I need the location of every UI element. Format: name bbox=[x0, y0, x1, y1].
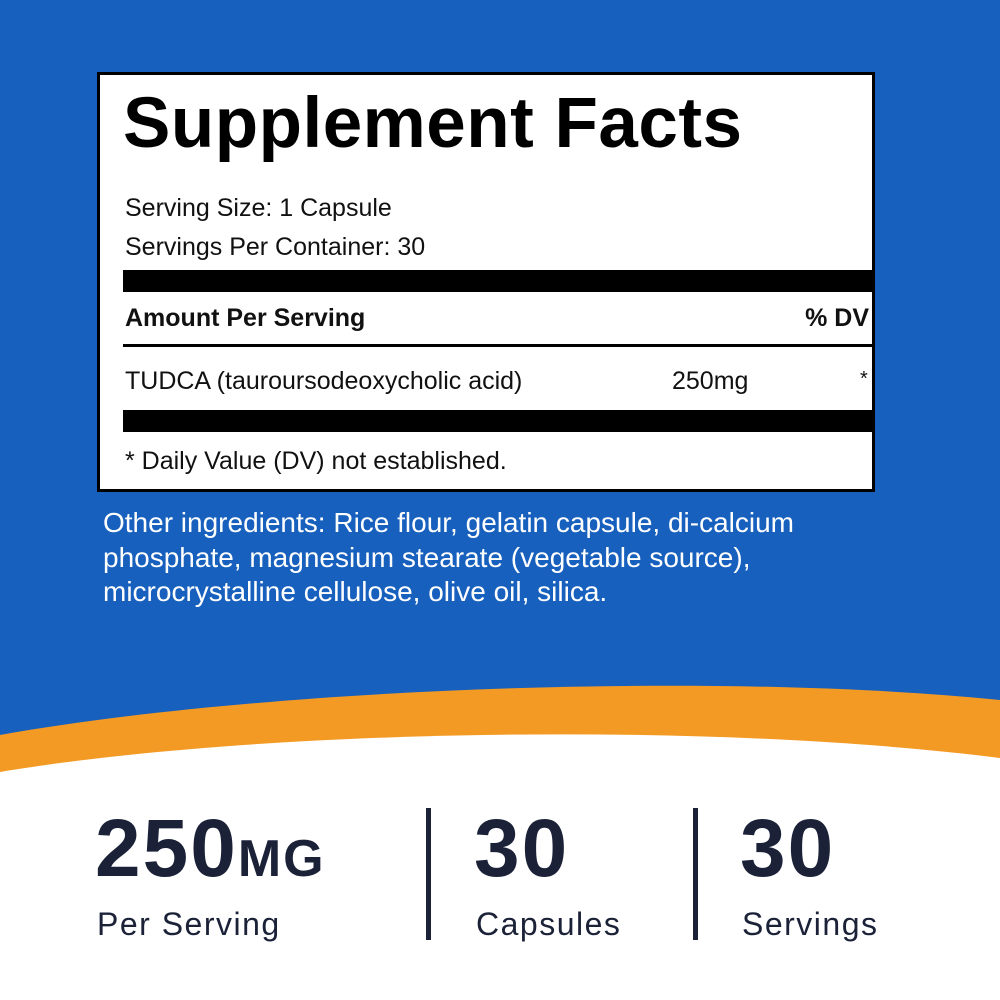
ingredients-line: Other ingredients: Rice flour, gelatin c… bbox=[103, 507, 795, 538]
ingredient-amount: 250mg bbox=[672, 367, 749, 395]
amount-header: Amount Per Serving bbox=[125, 304, 366, 332]
ingredients-line: microcrystalline cellulose, olive oil, s… bbox=[103, 576, 608, 607]
stat-number: 30 bbox=[740, 803, 836, 894]
footnote: * Daily Value (DV) not established. bbox=[125, 447, 507, 475]
other-ingredients: Other ingredients: Rice flour, gelatin c… bbox=[103, 506, 794, 610]
stat-value: 250 bbox=[95, 803, 238, 894]
divider-line bbox=[123, 344, 873, 347]
ingredient-name: TUDCA (tauroursodeoxycholic acid) bbox=[125, 367, 523, 395]
dv-header: % DV bbox=[805, 304, 869, 332]
servings-per-container: Servings Per Container: 30 bbox=[125, 233, 426, 261]
facts-title: Supplement Facts bbox=[123, 84, 743, 163]
divider-bar bbox=[123, 410, 873, 432]
stat-number: 250MG bbox=[95, 808, 326, 890]
serving-size: Serving Size: 1 Capsule bbox=[125, 194, 392, 222]
stat-label: Per Serving bbox=[97, 906, 281, 942]
stat-label: Capsules bbox=[476, 906, 622, 942]
ingredients-line: phosphate, magnesium stearate (vegetable… bbox=[103, 541, 751, 573]
stat-divider bbox=[693, 808, 698, 940]
stat-number: 30 bbox=[474, 803, 570, 894]
ingredient-dv: * bbox=[860, 368, 868, 390]
stat-divider bbox=[426, 808, 431, 940]
stat-label: Servings bbox=[742, 906, 879, 942]
divider-bar bbox=[123, 270, 873, 292]
stat-unit: MG bbox=[237, 830, 326, 888]
